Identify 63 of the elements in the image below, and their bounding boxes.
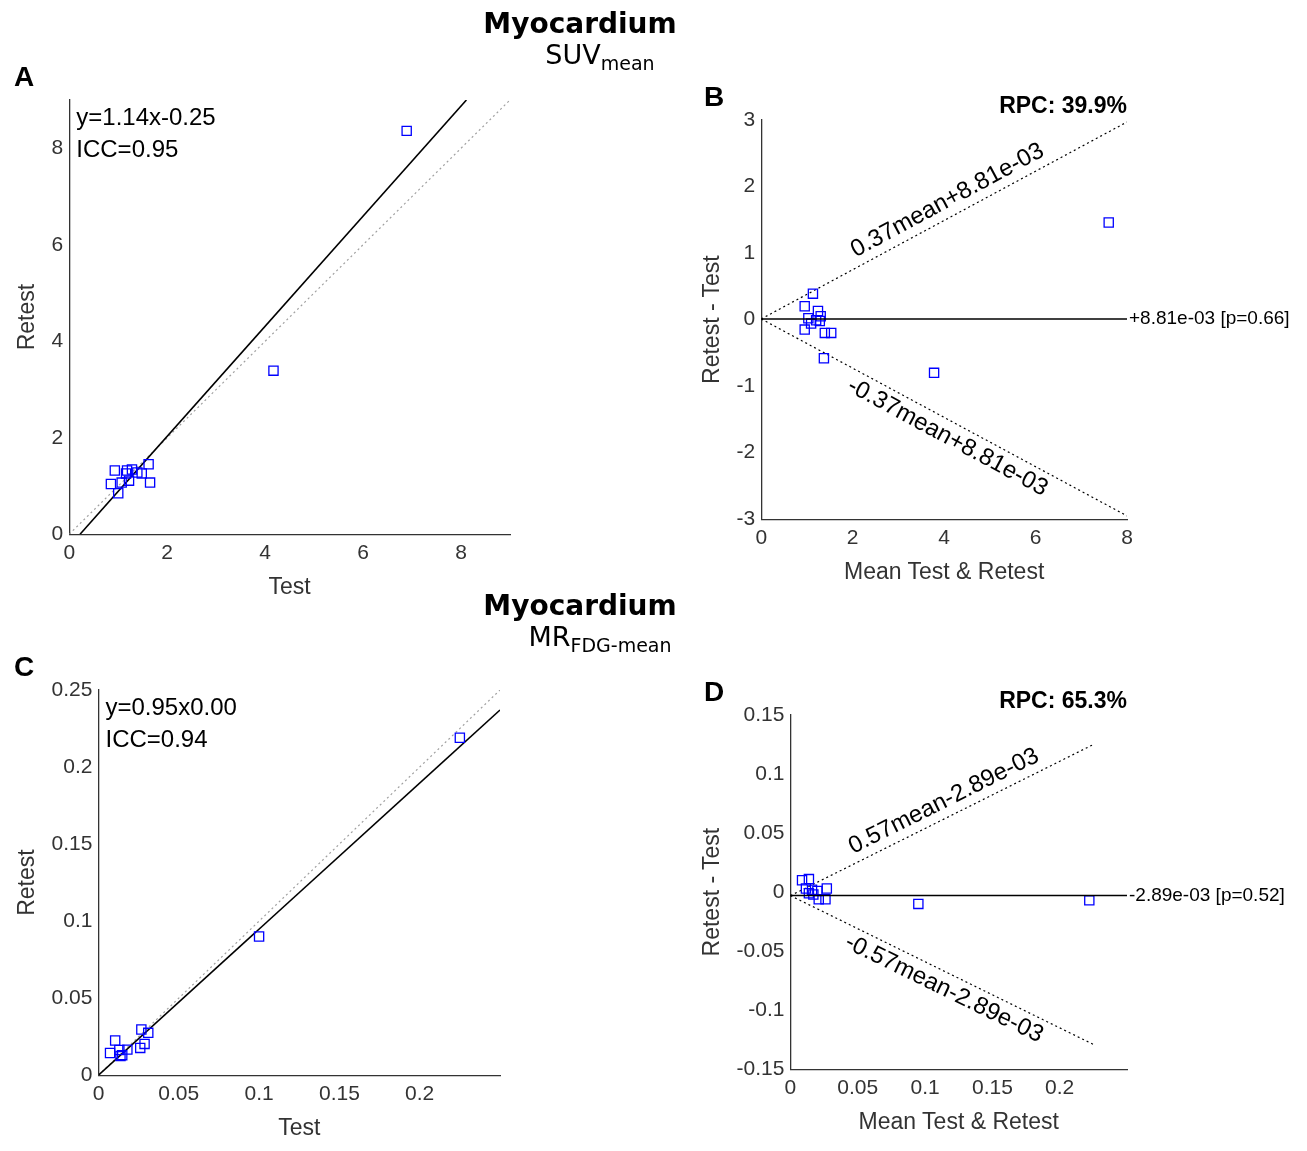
y-tick-label: -0.1 <box>748 996 785 1020</box>
text: MR$_{FDG-mean}$ <box>527 621 673 659</box>
y-tick-label: -2 <box>736 439 756 463</box>
x-tick-label: 2 <box>161 539 174 563</box>
y-tick-label: 6 <box>51 231 64 255</box>
y-tick-label: 8 <box>51 135 64 159</box>
text: A <box>14 60 35 92</box>
y-axis-title: Retest - Test <box>698 827 725 957</box>
x-axis-title: Mean Test & Retest <box>858 1107 1060 1134</box>
annotation: y=1.14x-0.25 <box>76 102 216 130</box>
y-tick-label: 0.05 <box>51 984 93 1008</box>
ref-line-label: -2.89e-03 [p=0.52] <box>1129 883 1285 905</box>
text: Myocardium <box>482 589 678 622</box>
x-tick-label: 8 <box>1121 524 1133 548</box>
y-tick-label: 0.15 <box>743 701 785 725</box>
text: B <box>704 80 725 112</box>
x-tick-label: 0.15 <box>318 1080 360 1104</box>
x-tick-label: 0.1 <box>244 1080 274 1104</box>
text: SUV$_{mean}$ <box>544 39 656 77</box>
text: RPC: 39.9% <box>999 91 1127 118</box>
y-tick-label: 2 <box>743 173 756 197</box>
x-axis-title: Mean Test & Retest <box>843 557 1045 584</box>
x-axis-title: Test <box>278 1113 321 1140</box>
y-axis-title: Retest - Test <box>698 254 725 384</box>
y-tick-label: 4 <box>51 328 64 352</box>
x-tick-label: 4 <box>938 524 951 548</box>
x-tick-label: 8 <box>455 539 467 563</box>
x-tick-label: 4 <box>259 539 272 563</box>
annotation: ICC=0.94 <box>105 724 208 752</box>
y-tick-label: 0 <box>772 878 785 902</box>
x-tick-label: 0.2 <box>1045 1074 1075 1098</box>
y-tick-label: 0.15 <box>51 830 93 854</box>
y-tick-label: 0.25 <box>51 676 93 700</box>
x-tick-label: 0.05 <box>837 1074 879 1098</box>
annotation: ICC=0.95 <box>76 134 179 162</box>
x-tick-label: 0.15 <box>971 1074 1013 1098</box>
x-tick-label: 6 <box>357 539 369 563</box>
text: RPC: 65.3% <box>999 686 1127 713</box>
text: C <box>14 650 35 682</box>
y-tick-label: 0.1 <box>63 907 93 931</box>
x-tick-label: 0.1 <box>910 1074 940 1098</box>
x-tick-label: 2 <box>846 524 859 548</box>
text: Myocardium <box>482 7 678 40</box>
y-tick-label: -0.15 <box>736 1056 785 1079</box>
y-tick-label: 3 <box>743 106 756 130</box>
y-tick-label: -1 <box>736 372 756 396</box>
y-tick-label: -3 <box>736 506 756 529</box>
x-axis-title: Test <box>268 572 312 599</box>
annotation: y=0.95x0.00 <box>105 692 237 720</box>
y-tick-label: 0.1 <box>755 760 785 784</box>
y-tick-label: -0.05 <box>736 937 785 961</box>
y-tick-label: 0.2 <box>63 753 93 777</box>
y-tick-label: 1 <box>743 239 756 263</box>
y-tick-label: 0 <box>743 306 756 330</box>
x-tick-label: 0.2 <box>405 1080 435 1104</box>
x-tick-label: 0.05 <box>158 1080 200 1104</box>
y-axis-title: Retest <box>13 283 40 351</box>
y-tick-label: 0.05 <box>743 819 785 843</box>
ref-line-label: +8.81e-03 [p=0.66] <box>1129 307 1290 329</box>
y-axis-title: Retest <box>13 848 40 916</box>
text: D <box>704 675 725 707</box>
x-tick-label: 6 <box>1029 524 1042 548</box>
y-tick-label: 2 <box>51 424 64 448</box>
